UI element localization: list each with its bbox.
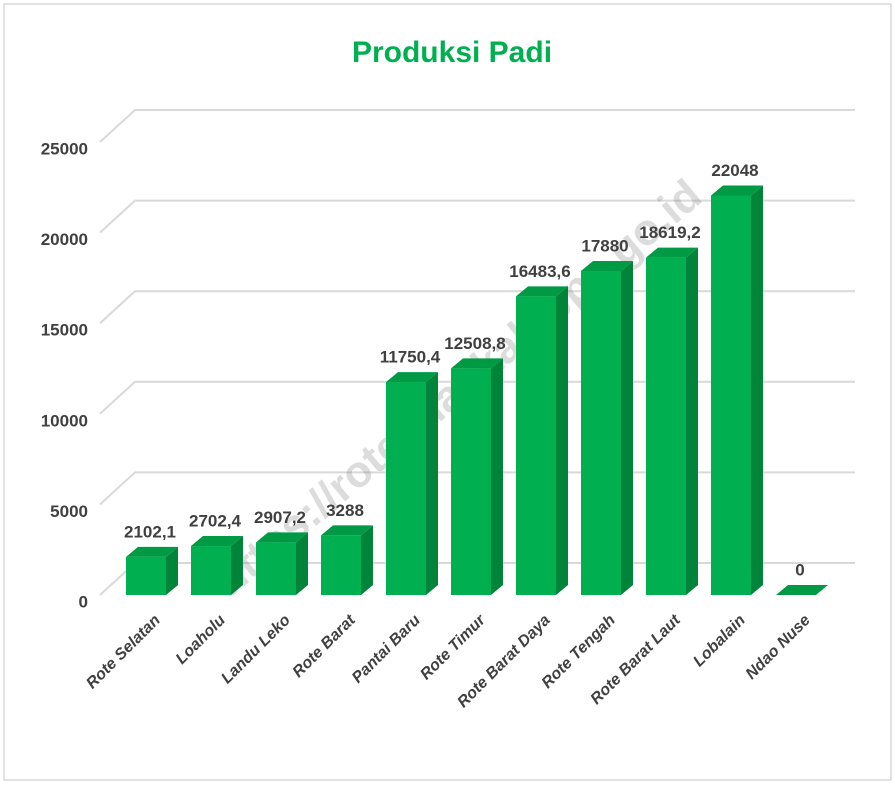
y-tick-label: 20000 <box>41 230 88 249</box>
bar-face <box>256 542 296 595</box>
bar-face <box>516 286 568 297</box>
bar-face <box>126 556 166 595</box>
bar-face <box>231 536 243 595</box>
grid-line <box>99 109 855 143</box>
data-label: 0 <box>795 560 804 579</box>
bar-face <box>581 271 621 595</box>
bar-face <box>516 296 556 595</box>
bar-face <box>321 535 361 595</box>
bar-face <box>321 525 373 536</box>
bar <box>256 532 308 595</box>
data-label: 18619,2 <box>639 223 700 242</box>
bar-face <box>361 525 373 595</box>
bar-face <box>581 261 633 272</box>
bar-face <box>751 185 763 595</box>
data-label: 22048 <box>711 161 758 180</box>
grid-line <box>99 199 855 234</box>
bar-face <box>451 358 503 369</box>
bar <box>191 536 243 595</box>
y-tick-label: 10000 <box>41 411 88 430</box>
bar-face <box>166 546 178 595</box>
bar-face <box>191 536 243 547</box>
data-label: 16483,6 <box>509 262 570 281</box>
bar-face <box>621 261 633 595</box>
bar-face <box>296 532 308 595</box>
bar-face <box>776 585 828 595</box>
data-label: 11750,4 <box>380 348 441 367</box>
bar <box>646 247 698 595</box>
data-label: 17880 <box>581 236 628 255</box>
bar-face <box>491 358 503 595</box>
bar-face <box>386 382 426 595</box>
y-tick-label: 0 <box>79 592 88 611</box>
data-label: 2907,2 <box>254 508 306 527</box>
bar-face <box>686 247 698 595</box>
bar <box>581 261 633 595</box>
bar <box>516 286 568 595</box>
y-tick-label: 5000 <box>50 502 88 521</box>
bar-face <box>711 195 751 595</box>
bar-face <box>426 372 438 595</box>
data-label: 12508,8 <box>444 334 505 353</box>
bar-face <box>646 257 686 595</box>
y-tick-label: 15000 <box>41 321 88 340</box>
bar <box>451 358 503 595</box>
bar-face <box>256 532 308 543</box>
bar-face <box>126 546 178 557</box>
bar-face <box>646 247 698 258</box>
data-label: 3288 <box>326 501 364 520</box>
data-label: 2102,1 <box>124 522 176 541</box>
bar <box>711 185 763 595</box>
bar <box>126 546 178 595</box>
bar <box>386 372 438 595</box>
bar-face <box>191 546 231 595</box>
data-label: 2702,4 <box>189 512 242 531</box>
bar <box>321 525 373 595</box>
bar-face <box>386 372 438 383</box>
bar <box>776 585 828 595</box>
y-tick-label: 25000 <box>41 139 88 158</box>
bar-face <box>451 368 491 595</box>
bar-face <box>556 286 568 595</box>
chart-title: Produksi Padi <box>352 36 552 69</box>
bar-face <box>711 185 763 196</box>
